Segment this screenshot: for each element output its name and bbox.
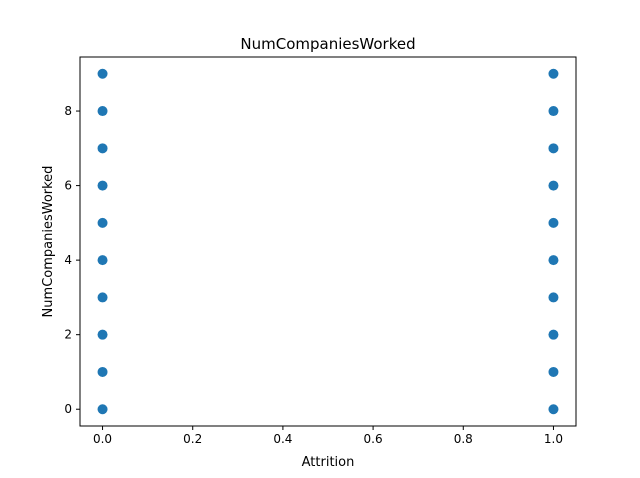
x-tick-label: 0.2 — [183, 432, 202, 446]
data-point — [97, 404, 108, 415]
data-point — [97, 255, 108, 266]
data-point — [548, 292, 559, 303]
data-point — [97, 217, 108, 228]
y-tick-label: 8 — [64, 104, 72, 118]
x-tick-label: 1.0 — [544, 432, 563, 446]
data-point — [548, 255, 559, 266]
plot-frame — [79, 56, 577, 427]
x-tick-label: 0.6 — [364, 432, 383, 446]
y-tick-label: 0 — [64, 402, 72, 416]
data-point — [97, 180, 108, 191]
data-point — [97, 329, 108, 340]
x-tick-label: 0.4 — [273, 432, 292, 446]
data-points — [97, 68, 559, 415]
y-tick-label: 4 — [64, 253, 72, 267]
y-axis-title: NumCompaniesWorked — [41, 166, 56, 318]
data-point — [97, 366, 108, 377]
x-axis-title: Attrition — [302, 455, 355, 470]
x-tick-label: 0.8 — [454, 432, 473, 446]
chart-title: NumCompaniesWorked — [240, 35, 415, 53]
data-point — [548, 68, 559, 79]
data-point — [548, 217, 559, 228]
data-point — [97, 143, 108, 154]
x-axis-ticks: 0.0 0.2 0.4 0.6 0.8 1.0 — [93, 426, 563, 446]
y-tick-label: 6 — [64, 179, 72, 193]
data-point — [548, 143, 559, 154]
data-point — [548, 404, 559, 415]
data-point — [97, 292, 108, 303]
data-point — [97, 106, 108, 117]
data-point — [548, 329, 559, 340]
y-tick-label: 2 — [64, 328, 72, 342]
data-point — [548, 366, 559, 377]
data-point — [548, 106, 559, 117]
x-tick-label: 0.0 — [93, 432, 112, 446]
y-axis-ticks: 0 2 4 6 8 — [64, 104, 80, 416]
data-point — [548, 180, 559, 191]
data-point — [97, 68, 108, 79]
